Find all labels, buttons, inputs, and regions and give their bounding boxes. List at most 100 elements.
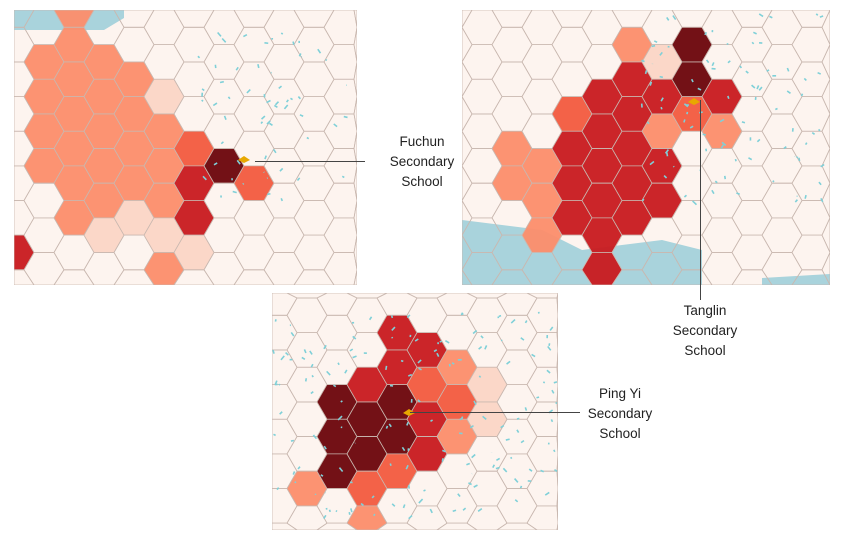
school-icon xyxy=(688,98,700,105)
hex-cell xyxy=(83,252,125,285)
building xyxy=(727,95,730,100)
building xyxy=(555,401,558,405)
building xyxy=(285,99,289,103)
building xyxy=(745,70,749,74)
building xyxy=(264,155,267,160)
building xyxy=(551,389,555,394)
hex-cell xyxy=(731,200,773,236)
building xyxy=(460,416,464,419)
label-line: Secondary xyxy=(389,154,455,169)
building xyxy=(442,449,446,453)
building xyxy=(373,513,376,517)
hex-cell xyxy=(821,183,830,219)
hex-cell xyxy=(821,79,830,115)
building xyxy=(528,468,533,472)
building xyxy=(683,103,689,108)
building xyxy=(550,419,554,423)
building xyxy=(368,316,373,321)
hex-cell xyxy=(353,165,357,201)
building xyxy=(418,498,424,504)
building xyxy=(641,59,645,63)
building xyxy=(325,58,328,62)
building xyxy=(466,462,471,466)
hex-cell xyxy=(323,217,357,253)
hex-cell xyxy=(436,293,478,316)
building xyxy=(646,121,650,125)
building xyxy=(803,77,807,82)
hex-cell xyxy=(293,165,335,201)
building xyxy=(201,88,205,92)
building xyxy=(651,44,656,48)
fuchun-hex-map xyxy=(14,10,357,285)
building xyxy=(756,138,761,143)
hex-cell xyxy=(526,366,558,403)
building xyxy=(301,356,306,360)
hex-cell xyxy=(406,505,448,530)
building xyxy=(290,439,295,442)
hex-cell xyxy=(323,113,357,149)
tanglin-label: Tanglin Secondary School xyxy=(655,301,755,361)
building xyxy=(304,378,308,382)
building xyxy=(352,335,357,340)
hex-cell xyxy=(556,293,558,316)
building xyxy=(326,370,331,376)
building xyxy=(297,96,301,100)
building xyxy=(484,345,488,350)
building xyxy=(417,399,421,403)
building xyxy=(338,467,344,472)
building xyxy=(720,144,725,149)
building xyxy=(261,115,266,120)
building xyxy=(660,106,663,110)
building xyxy=(664,149,669,154)
hex-cell xyxy=(556,349,558,385)
label-line: Secondary xyxy=(672,323,738,338)
label-line: School xyxy=(401,174,443,189)
building xyxy=(469,424,474,429)
building xyxy=(400,359,404,363)
building xyxy=(796,156,799,159)
building xyxy=(223,115,227,120)
hex-cell xyxy=(761,113,803,149)
building xyxy=(786,90,791,94)
hex-cell xyxy=(286,332,328,368)
building xyxy=(323,344,327,350)
hex-cell xyxy=(286,293,328,299)
building xyxy=(232,190,237,194)
building xyxy=(292,41,295,45)
building xyxy=(649,81,653,86)
building xyxy=(310,391,314,395)
building xyxy=(794,199,798,203)
hex-cell xyxy=(263,113,305,149)
hex-cell xyxy=(233,26,275,63)
hex-cell xyxy=(491,96,533,132)
building xyxy=(547,345,552,351)
hex-cell xyxy=(466,293,508,299)
building xyxy=(471,453,476,459)
building xyxy=(524,320,528,324)
building xyxy=(242,33,248,38)
building xyxy=(772,180,775,183)
building xyxy=(279,167,284,172)
building xyxy=(340,400,343,403)
building xyxy=(516,417,520,420)
building xyxy=(344,369,348,374)
hex-cell xyxy=(323,252,357,285)
hex-cell xyxy=(293,96,335,132)
label-line: Fuchun xyxy=(399,134,445,149)
building xyxy=(815,13,819,16)
building xyxy=(641,198,645,202)
building xyxy=(751,84,756,89)
hex-cell xyxy=(556,523,558,530)
hex-cell xyxy=(466,297,508,334)
hex-cell xyxy=(203,44,245,80)
building xyxy=(457,493,461,498)
building xyxy=(323,514,327,520)
building xyxy=(514,499,519,503)
building xyxy=(704,31,708,36)
building xyxy=(417,359,422,364)
hex-cell xyxy=(731,26,773,63)
building xyxy=(333,384,337,388)
building xyxy=(408,515,413,520)
building xyxy=(758,13,764,18)
building xyxy=(769,15,773,19)
